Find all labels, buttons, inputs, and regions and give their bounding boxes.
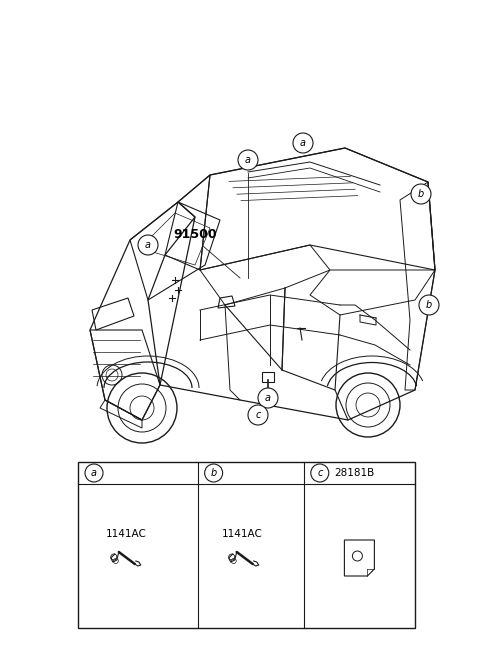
- Text: c: c: [255, 410, 261, 420]
- Circle shape: [85, 464, 103, 482]
- Circle shape: [419, 295, 439, 315]
- Text: 91500: 91500: [173, 228, 217, 241]
- Circle shape: [238, 150, 258, 170]
- Text: 28181B: 28181B: [334, 468, 374, 478]
- Circle shape: [311, 464, 329, 482]
- Text: a: a: [245, 155, 251, 165]
- Text: a: a: [91, 468, 97, 478]
- Circle shape: [293, 133, 313, 153]
- Circle shape: [248, 405, 268, 425]
- Circle shape: [258, 388, 278, 408]
- Text: 1141AC: 1141AC: [222, 529, 263, 539]
- Text: b: b: [418, 189, 424, 199]
- Text: a: a: [265, 393, 271, 403]
- Circle shape: [411, 184, 431, 204]
- Circle shape: [204, 464, 223, 482]
- Circle shape: [138, 235, 158, 255]
- Text: 1141AC: 1141AC: [106, 529, 146, 539]
- Text: b: b: [426, 300, 432, 310]
- Text: a: a: [145, 240, 151, 250]
- Text: a: a: [300, 138, 306, 148]
- Text: c: c: [317, 468, 323, 478]
- Text: b: b: [211, 468, 217, 478]
